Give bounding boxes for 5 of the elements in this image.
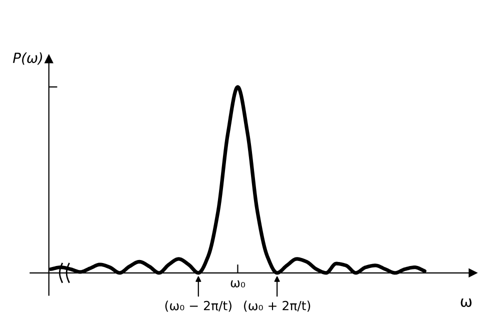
x-tick-label: (ω₀ + 2π/t)	[244, 300, 310, 312]
y-axis-title: P(ω)	[12, 52, 42, 65]
x-axis-title: ω	[460, 298, 472, 308]
x-tick-label: (ω₀ − 2π/t)	[165, 300, 232, 312]
x-tick-label: ω₀	[230, 280, 246, 288]
